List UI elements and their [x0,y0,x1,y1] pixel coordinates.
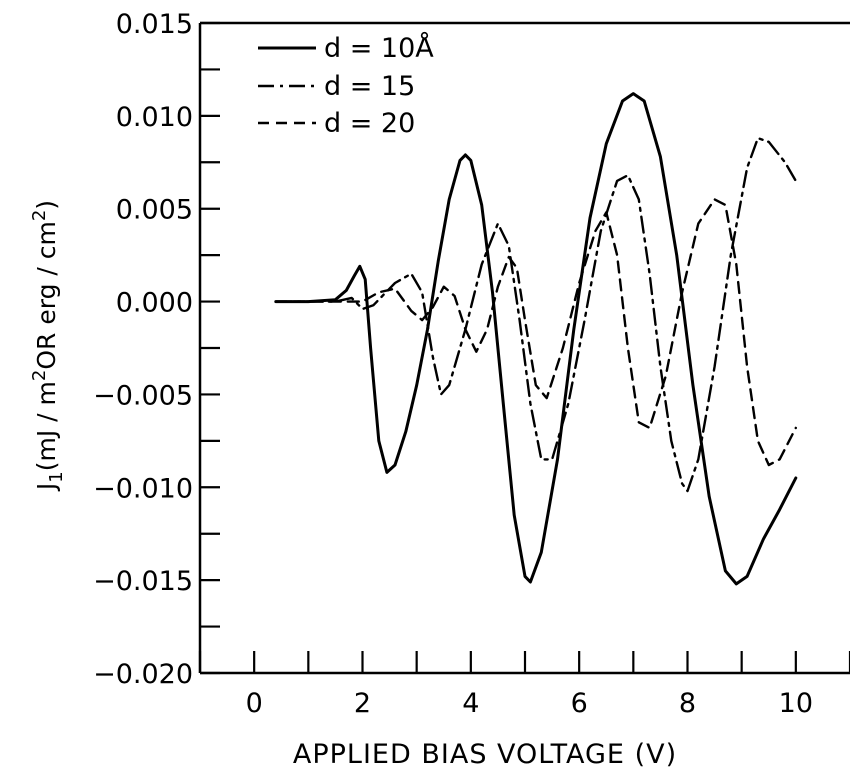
x-tick-label: 0 [246,688,263,719]
x-tick-label: 8 [679,688,696,719]
y-axis-label-rest3: ) [32,200,61,210]
y-axis-label: J1(mJ / m2OR erg / cm2) [29,200,67,492]
y-axis-label-rest1: (mJ / m [32,381,61,471]
x-tick-label: 2 [354,688,371,719]
legend-label-1: d = 10Å [324,32,434,64]
legend-label-2: d = 15 [324,71,415,102]
y-tick-label: −0.010 [93,473,193,504]
x-tick-label: 10 [779,688,813,719]
y-axis-label-sub: 1 [46,471,67,482]
axes: −0.020 −0.015 −0.010 −0.005 0.000 0.005 0.010 0… [93,9,850,719]
series-line-2 [274,136,797,493]
series-line-1 [274,92,798,586]
y-axis-label-main: J [32,483,61,492]
y-tick-label: 0.010 [116,102,193,133]
legend-label-3: d = 20 [324,108,415,139]
y-tick-label: −0.005 [93,380,193,411]
y-tick-label: −0.015 [93,566,193,597]
series-line-3 [274,198,797,467]
y-axis-label-rest2: OR erg / cm [32,221,61,370]
legend: d = 10Å d = 15 d = 20 [258,32,434,139]
x-tick-label: 6 [571,688,588,719]
y-tick-label: 0.005 [116,195,193,226]
y-tick-label: −0.020 [93,659,193,690]
x-axis-label: APPLIED BIAS VOLTAGE (V) [293,739,677,770]
x-tick-label: 4 [462,688,479,719]
y-axis-label-sup2: 2 [29,210,50,221]
y-tick-label: 0.000 [116,288,193,319]
series-layer [274,92,798,586]
y-tick-label: 0.015 [116,9,193,40]
y-axis-label-sup1: 2 [29,370,50,381]
